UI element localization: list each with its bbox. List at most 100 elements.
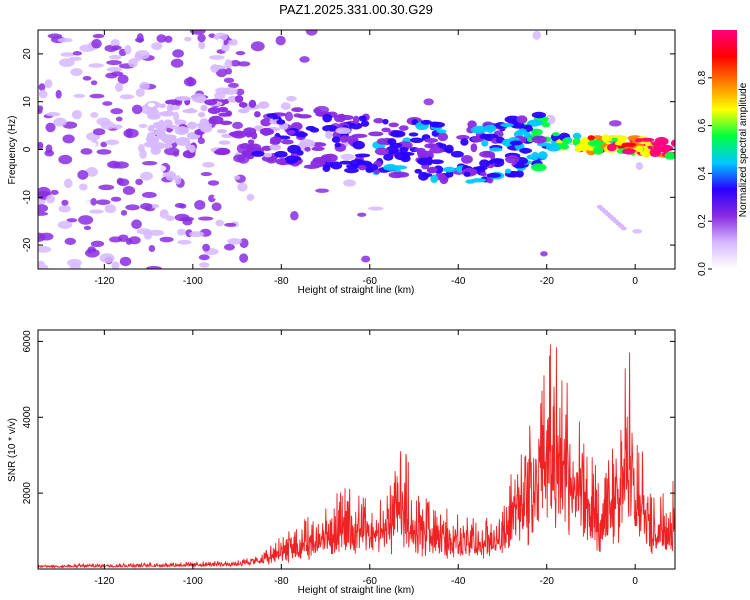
heatmap-cell xyxy=(177,239,192,245)
heatmap-cell xyxy=(516,115,528,124)
heatmap-cell xyxy=(660,144,673,151)
heatmap-cell xyxy=(151,42,163,51)
heatmap-cell xyxy=(299,139,316,148)
heatmap-cell xyxy=(621,142,637,147)
heatmap-cell xyxy=(165,172,177,181)
heatmap-cell xyxy=(110,45,122,51)
heatmap-cell xyxy=(38,89,48,99)
heatmap-cell xyxy=(83,225,92,231)
heatmap-cell xyxy=(221,44,230,52)
heatmap-cell xyxy=(471,178,487,183)
heatmap-cell xyxy=(635,162,644,171)
heatmap-cell xyxy=(165,110,173,115)
heatmap-cell xyxy=(105,139,120,146)
y-tick-label: 2000 xyxy=(22,482,33,505)
heatmap-cell xyxy=(174,203,185,209)
heatmap-cell xyxy=(429,121,446,128)
heatmap-cell xyxy=(389,142,403,148)
heatmap-cell xyxy=(417,157,431,166)
heatmap-cell xyxy=(486,172,502,178)
heatmap-cell xyxy=(622,148,636,155)
heatmap-cell xyxy=(55,89,62,99)
heatmap-cell xyxy=(122,186,136,195)
heatmap-cell xyxy=(601,134,611,143)
heatmap-cell xyxy=(254,111,261,118)
heatmap-cell xyxy=(450,150,464,158)
heatmap-cell xyxy=(360,120,370,127)
heatmap-cell xyxy=(197,216,214,221)
heatmap-cell xyxy=(398,125,409,131)
heatmap-cell xyxy=(158,119,165,129)
heatmap-cell xyxy=(96,149,112,155)
heatmap-cell xyxy=(313,107,321,114)
x-tick-label: -80 xyxy=(274,576,289,587)
heatmap-cell xyxy=(345,199,356,205)
y-tick-label: 20 xyxy=(22,48,33,60)
heatmap-cell xyxy=(216,38,224,46)
heatmap-cell xyxy=(592,145,604,155)
heatmap-cell xyxy=(588,139,603,147)
heatmap-cell xyxy=(515,170,524,178)
heatmap-cell xyxy=(429,147,445,154)
heatmap-cell xyxy=(523,124,533,130)
heatmap-cell xyxy=(246,193,255,201)
heatmap-cell xyxy=(77,170,89,180)
heatmap-cell xyxy=(517,128,528,135)
y-tick-label: 0 xyxy=(22,146,33,152)
heatmap-cell xyxy=(445,144,454,154)
heatmap-cell xyxy=(322,124,338,132)
heatmap-cell xyxy=(128,236,141,245)
heatmap-cell xyxy=(611,137,618,142)
heatmap-cell xyxy=(175,136,191,146)
heatmap-cell xyxy=(174,175,182,185)
heatmap-cell xyxy=(106,60,122,66)
heatmap-cell xyxy=(531,151,539,161)
heatmap-cell xyxy=(141,191,157,199)
heatmap-cell xyxy=(235,88,245,96)
heatmap-cell xyxy=(368,131,384,137)
x-tick-label: -60 xyxy=(363,276,378,287)
heatmap-cell xyxy=(193,96,208,104)
x-tick-label: -40 xyxy=(451,576,466,587)
heatmap-cell xyxy=(424,143,439,149)
heatmap-cell xyxy=(190,30,206,35)
heatmap-cell xyxy=(78,200,94,207)
heatmap-cell xyxy=(131,104,143,115)
heatmap-cell xyxy=(284,155,299,164)
heatmap-cell xyxy=(365,167,374,173)
heatmap-cell xyxy=(111,261,120,269)
heatmap-cell xyxy=(82,75,92,81)
snr-frame xyxy=(37,329,676,570)
y-tick-label: -20 xyxy=(22,237,33,252)
heatmap-cell xyxy=(238,101,248,108)
heatmap-cell xyxy=(339,114,354,121)
heatmap-cell xyxy=(620,226,627,231)
x-tick-label: -80 xyxy=(274,276,289,287)
x-tick-label: -60 xyxy=(363,576,378,587)
heatmap-cell xyxy=(353,115,360,125)
heatmap-cell xyxy=(122,67,136,74)
heatmap-cell xyxy=(649,148,661,157)
x-tick-label: -120 xyxy=(94,276,114,287)
heatmap-cell xyxy=(394,151,410,161)
heatmap-cell xyxy=(340,135,349,143)
heatmap-cell xyxy=(99,253,115,264)
heatmap-cell xyxy=(504,115,521,124)
heatmap-cell xyxy=(44,79,53,89)
heatmap-cell xyxy=(139,81,150,91)
heatmap-cell xyxy=(483,124,497,133)
snr-y-label: SNR (10 * v/v) xyxy=(7,418,18,482)
heatmap-cell xyxy=(293,113,302,118)
heatmap-cell xyxy=(430,159,444,165)
heatmap-cell xyxy=(128,58,138,68)
heatmap-cell xyxy=(287,144,301,154)
heatmap-cell xyxy=(159,103,166,109)
snr-x-label: Height of straight line (km) xyxy=(298,585,415,596)
heatmap-cell xyxy=(224,59,233,70)
heatmap-cell xyxy=(275,35,286,46)
heatmap-cell xyxy=(414,168,423,174)
heatmap-cell xyxy=(247,139,255,145)
heatmap-cell xyxy=(552,132,560,137)
heatmap-cell xyxy=(315,188,330,193)
heatmap-cell xyxy=(222,87,238,95)
